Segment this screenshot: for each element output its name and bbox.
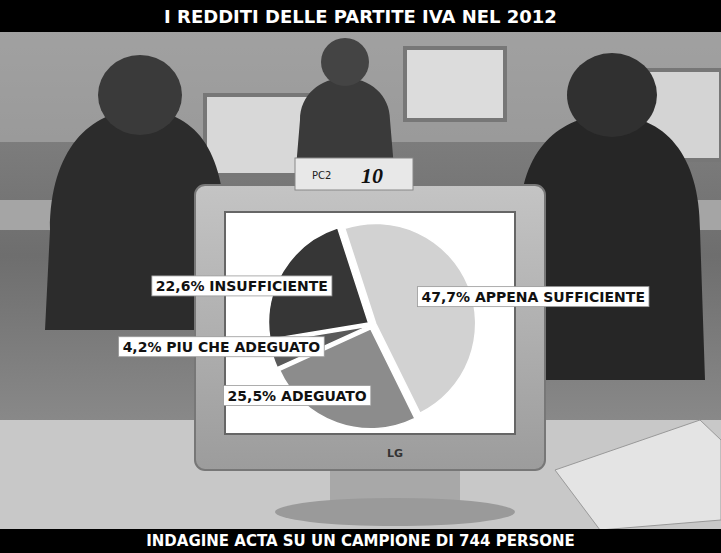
data-label-value: 4,2%	[123, 339, 162, 355]
data-label-patch	[417, 287, 648, 307]
keyboard	[555, 420, 721, 530]
monitor-tag	[295, 158, 413, 190]
tag-number: 10	[361, 163, 383, 188]
title: I REDDITI DELLE PARTITE IVA NEL 2012	[164, 6, 557, 27]
data-label: 25,5%ADEGUATO	[228, 388, 367, 404]
data-labels: 47,7% APPENA SUFFICIENTE 25,5%ADEGUATO 4,2%…	[119, 276, 649, 406]
chart-root: PC2 10 LG 47,7% APPENA SUFFICIENTE 25,5%ADEGU…	[0, 0, 721, 553]
data-label-patch	[152, 276, 332, 296]
data-label: 47,7% APPENA SUFFICIENTE	[421, 289, 644, 305]
pie	[269, 223, 476, 428]
data-label-value: 22,6%	[156, 278, 205, 294]
brand-logo: LG	[387, 447, 403, 460]
monitor-base	[275, 498, 515, 526]
photo-background	[0, 32, 721, 529]
tag-label: PC2	[312, 170, 331, 181]
data-label: 4,2%PIU CHE ADEGUATO	[123, 339, 321, 355]
data-label-value: 25,5%	[228, 388, 277, 404]
data-label-category: APPENA SUFFICIENTE	[475, 289, 645, 305]
data-label: 22,6%INSUFFICIENTE	[156, 278, 328, 294]
data-label-patch	[119, 337, 325, 357]
data-label-category: INSUFFICIENTE	[209, 278, 328, 294]
footer-bar	[0, 529, 721, 553]
data-label-patch	[224, 386, 371, 406]
data-label-category: ADEGUATO	[281, 388, 367, 404]
bg-monitor	[405, 48, 505, 120]
data-label-category: PIU CHE ADEGUATO	[166, 339, 320, 355]
header-bar	[0, 0, 721, 32]
person-head	[321, 38, 369, 86]
data-label-value: 47,7%	[421, 289, 470, 305]
subtitle: INDAGINE ACTA SU UN CAMPIONE DI 744 PERS…	[146, 532, 575, 550]
monitor-bezel	[195, 185, 545, 470]
person-head	[98, 55, 182, 135]
person-head	[567, 53, 657, 137]
